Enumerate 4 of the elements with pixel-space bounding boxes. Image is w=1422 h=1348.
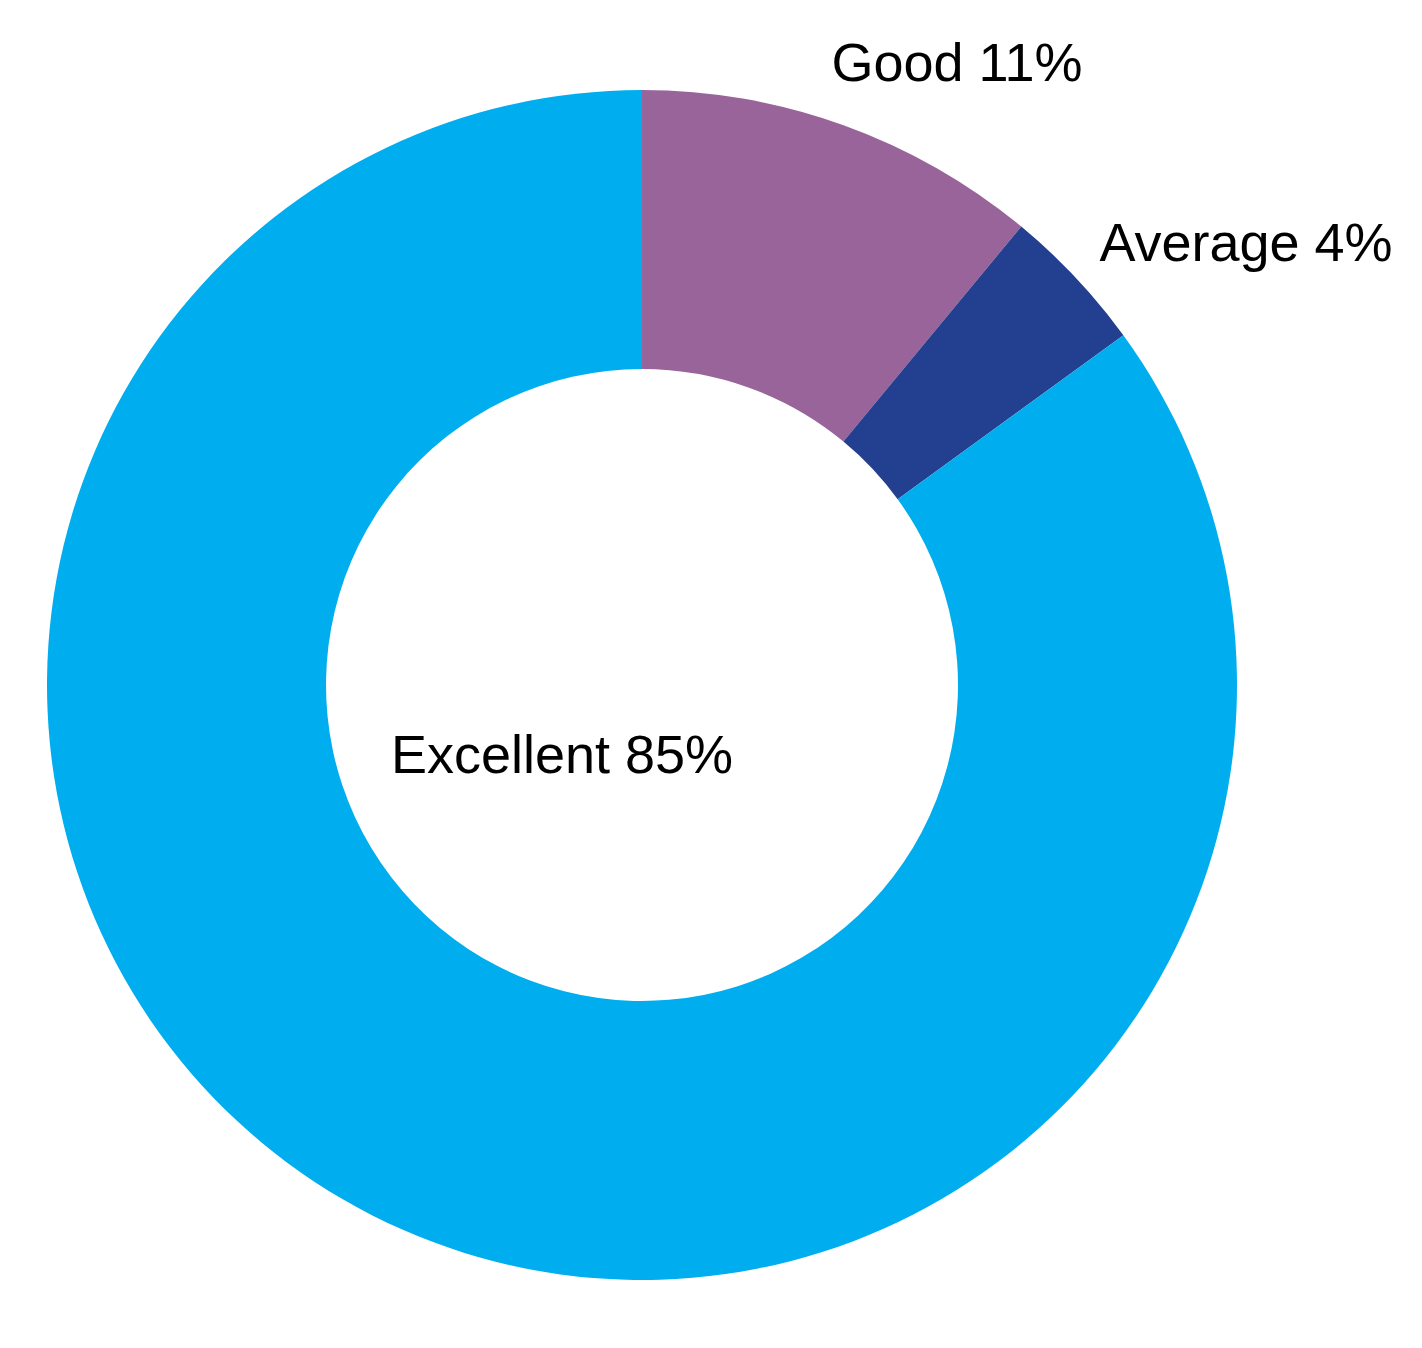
donut-slice [642, 90, 1022, 442]
slice-label: Good 11% [831, 32, 1083, 92]
slice-label: Average 4% [1099, 212, 1393, 272]
slice-label: Excellent 85% [390, 724, 734, 784]
